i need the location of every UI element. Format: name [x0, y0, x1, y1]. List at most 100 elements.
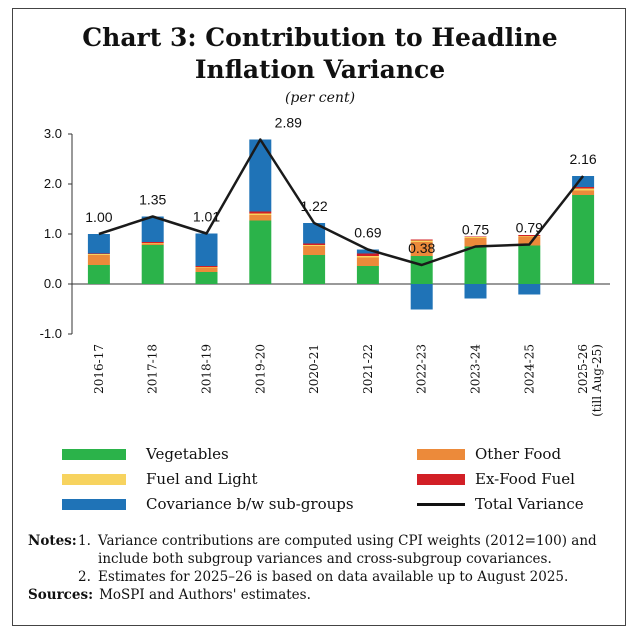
data-label: 1.22: [300, 198, 327, 214]
bar-segment-vegetables: [356, 266, 379, 284]
x-tick-label: 2021-22: [361, 344, 375, 394]
bar-segment-fuel_light: [572, 188, 595, 191]
bar-segment-ex_food_fuel: [518, 235, 541, 236]
bar-segment-covariance: [141, 216, 164, 242]
bar-segment-vegetables: [195, 272, 218, 284]
data-label: 2.16: [569, 151, 596, 167]
bar-segment-fuel_light: [410, 240, 433, 242]
bar-segment-other_food: [356, 257, 379, 266]
data-label: 0.38: [408, 240, 435, 256]
y-tick-label: 0.0: [44, 276, 62, 291]
notes-label: Notes:: [28, 533, 77, 549]
bar-segment-other_food: [410, 242, 433, 256]
x-tick-sublabel: (till Aug-25): [590, 344, 604, 417]
legend-item-ex-food-fuel: Ex-Food Fuel: [417, 470, 575, 488]
bar-segment-fuel_light: [141, 243, 164, 244]
bar-segment-fuel_light: [464, 237, 487, 238]
bar-segment-vegetables: [410, 256, 433, 284]
bar-segment-covariance: [303, 223, 326, 244]
bar-segment-ex_food_fuel: [303, 243, 326, 245]
bar-segment-other_food: [249, 215, 272, 221]
total-variance-line: [98, 138, 585, 267]
bar-segment-ex_food_fuel: [356, 253, 379, 256]
bar-segment-ex_food_fuel: [410, 239, 433, 241]
bar-segment-fuel_light: [87, 254, 110, 255]
bar-segment-vegetables: [464, 246, 487, 284]
bar-segment-covariance: [572, 176, 595, 187]
legend-item-other-food: Other Food: [417, 445, 561, 463]
data-label: 0.69: [354, 225, 381, 241]
notes-block: Notes: 1. Variance contributions are com…: [28, 532, 618, 604]
chart-title-line2: Inflation Variance: [194, 55, 446, 84]
bar-segment-covariance: [356, 249, 379, 254]
x-tick-label: 2025-26: [576, 344, 590, 394]
legend-label-total-variance: Total Variance: [475, 495, 584, 513]
note2-number: 2.: [78, 569, 91, 585]
legend-swatch-fuel-light: [62, 473, 126, 485]
bar-segment-ex_food_fuel: [195, 266, 218, 267]
bar-segment-vegetables: [249, 220, 272, 284]
legend-label-other-food: Other Food: [475, 445, 562, 463]
bar-segment-other_food: [87, 255, 110, 265]
note1-text: Variance contributions are computed usin…: [98, 533, 597, 567]
bar-segment-fuel_light: [303, 245, 326, 246]
bar-segment-fuel_light: [195, 267, 218, 268]
legend-label-vegetables: Vegetables: [146, 445, 229, 463]
bar-segment-other_food: [195, 267, 218, 272]
bar-segment-ex_food_fuel: [87, 253, 110, 254]
bar-segment-fuel_light: [518, 236, 541, 237]
legend: Vegetables Other Food Fuel and Light Ex-…: [62, 445, 592, 519]
data-label: 1.35: [139, 192, 166, 208]
y-tick-label: 1.0: [44, 226, 62, 241]
bar-segment-other_food: [572, 190, 595, 195]
bar-segment-ex_food_fuel: [249, 211, 272, 214]
chart-svg: 3.0 2.0 1.0 0.0 -1.0 2016-17 2017-18 2018-19 201…: [40, 115, 610, 417]
note2-text: Estimates for 2025–26 is based on data a…: [98, 569, 569, 585]
chart-subtitle: (per cent): [284, 90, 356, 106]
legend-label-covariance: Covariance b/w sub-groups: [146, 495, 354, 513]
y-tick-label: -1.0: [40, 326, 62, 341]
legend-swatch-covariance: [62, 498, 126, 510]
bar-segment-covariance: [464, 284, 487, 299]
legend-swatch-total-variance: [417, 502, 465, 506]
x-tick-label: 2022-23: [415, 344, 429, 394]
legend-swatch-vegetables: [62, 448, 126, 460]
bar-segment-fuel_light: [356, 256, 379, 258]
bar-segment-other_food: [464, 238, 487, 247]
bar-segment-vegetables: [303, 255, 326, 284]
bar-segment-covariance: [195, 233, 218, 266]
legend-swatch-ex-food-fuel: [417, 473, 465, 485]
bar-segment-other_food: [518, 236, 541, 246]
bar-segment-covariance: [87, 234, 110, 254]
bar-segment-ex_food_fuel: [572, 187, 595, 189]
data-label: 0.75: [462, 222, 489, 238]
bar-segment-fuel_light: [249, 213, 272, 215]
bar-segment-ex_food_fuel: [464, 236, 487, 237]
x-tick-label: 2024-25: [522, 344, 536, 394]
chart-title-line1: Chart 3: Contribution to Headline: [82, 23, 558, 52]
plot-area: 3.0 2.0 1.0 0.0 -1.0 2016-17 2017-18 2018-19 201…: [40, 115, 610, 417]
bar-segment-covariance: [518, 284, 541, 295]
x-tick-label: 2016-17: [92, 344, 106, 394]
sources-label: Sources:: [28, 587, 94, 603]
data-label: 0.79: [516, 220, 543, 236]
x-tick-label: 2019-20: [253, 344, 267, 394]
data-label: 1.00: [85, 209, 112, 225]
data-label: 1.01: [193, 209, 220, 225]
legend-item-fuel-light: Fuel and Light: [62, 470, 258, 488]
bar-segment-vegetables: [87, 265, 110, 284]
bar-segment-vegetables: [518, 245, 541, 284]
y-tick-label: 2.0: [44, 176, 62, 191]
bar-segment-other_food: [141, 243, 164, 245]
legend-swatch-other-food: [417, 448, 465, 460]
bar-segment-covariance: [249, 139, 272, 212]
bar-segment-other_food: [303, 246, 326, 255]
y-tick-label: 3.0: [44, 126, 62, 141]
x-tick-label: 2018-19: [200, 344, 214, 394]
data-label: 2.89: [275, 115, 302, 131]
bar-segment-vegetables: [141, 245, 164, 284]
x-tick-label: 2023-24: [469, 344, 483, 394]
bar-segment-vegetables: [572, 195, 595, 284]
sources-text: MoSPI and Authors' estimates.: [99, 587, 311, 603]
legend-label-ex-food-fuel: Ex-Food Fuel: [475, 470, 575, 488]
